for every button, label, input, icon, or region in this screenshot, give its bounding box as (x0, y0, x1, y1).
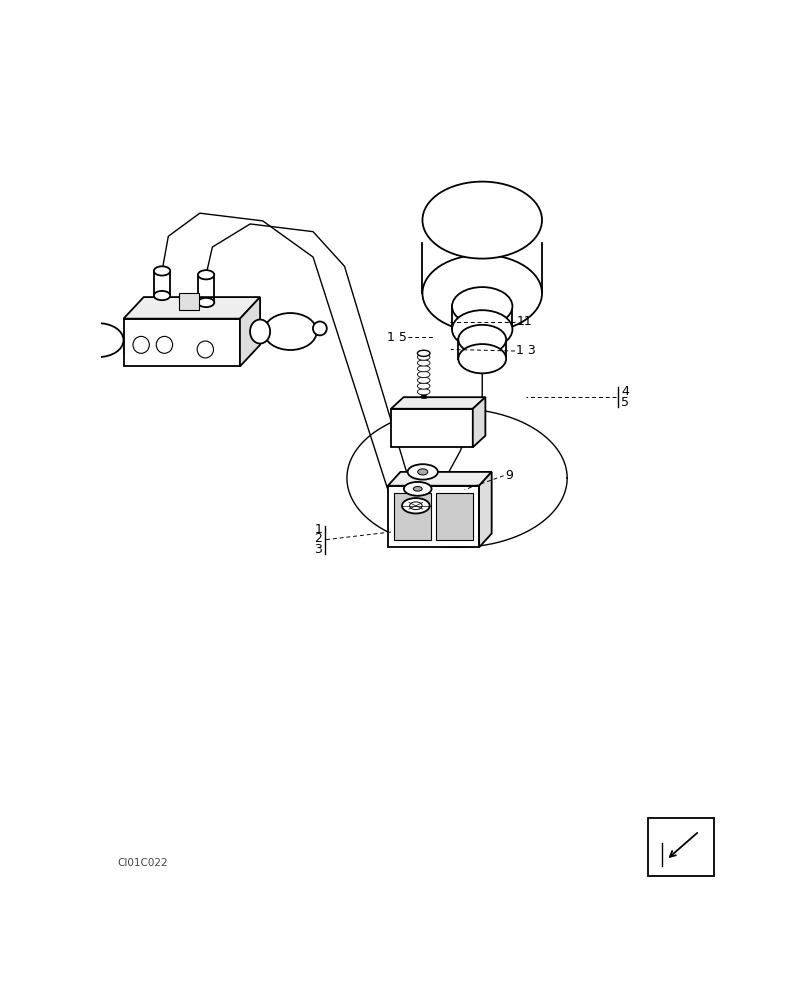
Ellipse shape (417, 469, 427, 475)
Ellipse shape (457, 344, 505, 373)
Bar (647, 818, 713, 876)
Text: 1: 1 (314, 523, 322, 536)
Ellipse shape (198, 298, 214, 307)
Text: CI01C022: CI01C022 (117, 858, 168, 868)
Ellipse shape (73, 323, 123, 357)
Bar (178, 293, 199, 310)
Ellipse shape (407, 464, 437, 480)
Text: 2: 2 (314, 532, 322, 545)
Polygon shape (388, 472, 491, 486)
Ellipse shape (417, 377, 430, 383)
Ellipse shape (403, 482, 431, 496)
Ellipse shape (417, 383, 430, 389)
Polygon shape (472, 397, 485, 447)
Ellipse shape (153, 291, 170, 300)
Text: 11: 11 (516, 315, 531, 328)
Ellipse shape (401, 498, 429, 513)
Ellipse shape (65, 332, 78, 344)
Ellipse shape (250, 320, 270, 344)
Ellipse shape (417, 389, 430, 395)
Polygon shape (391, 409, 472, 447)
Polygon shape (123, 297, 260, 319)
Ellipse shape (264, 313, 316, 350)
Polygon shape (478, 472, 491, 547)
Ellipse shape (156, 336, 173, 353)
Ellipse shape (312, 322, 326, 335)
Bar (393, 493, 431, 540)
Ellipse shape (153, 266, 170, 276)
Bar (436, 493, 472, 540)
Ellipse shape (422, 255, 542, 332)
Ellipse shape (198, 270, 214, 279)
Ellipse shape (417, 366, 430, 372)
Text: 4: 4 (620, 385, 629, 398)
Text: 9: 9 (504, 469, 512, 482)
Polygon shape (391, 397, 485, 409)
Ellipse shape (457, 325, 505, 354)
Polygon shape (388, 486, 478, 547)
Ellipse shape (133, 336, 149, 353)
Ellipse shape (452, 310, 512, 349)
Ellipse shape (422, 182, 542, 259)
Text: 3: 3 (314, 543, 322, 556)
Polygon shape (123, 319, 240, 366)
Ellipse shape (197, 341, 213, 358)
Ellipse shape (417, 371, 430, 378)
Ellipse shape (409, 502, 422, 510)
Polygon shape (240, 297, 260, 366)
Text: 5: 5 (620, 396, 629, 409)
Ellipse shape (417, 350, 430, 356)
Ellipse shape (413, 487, 422, 491)
Ellipse shape (452, 287, 512, 326)
Ellipse shape (417, 354, 430, 360)
Text: 1 3: 1 3 (516, 344, 535, 358)
Ellipse shape (417, 360, 430, 366)
Text: 1 5: 1 5 (386, 331, 406, 344)
